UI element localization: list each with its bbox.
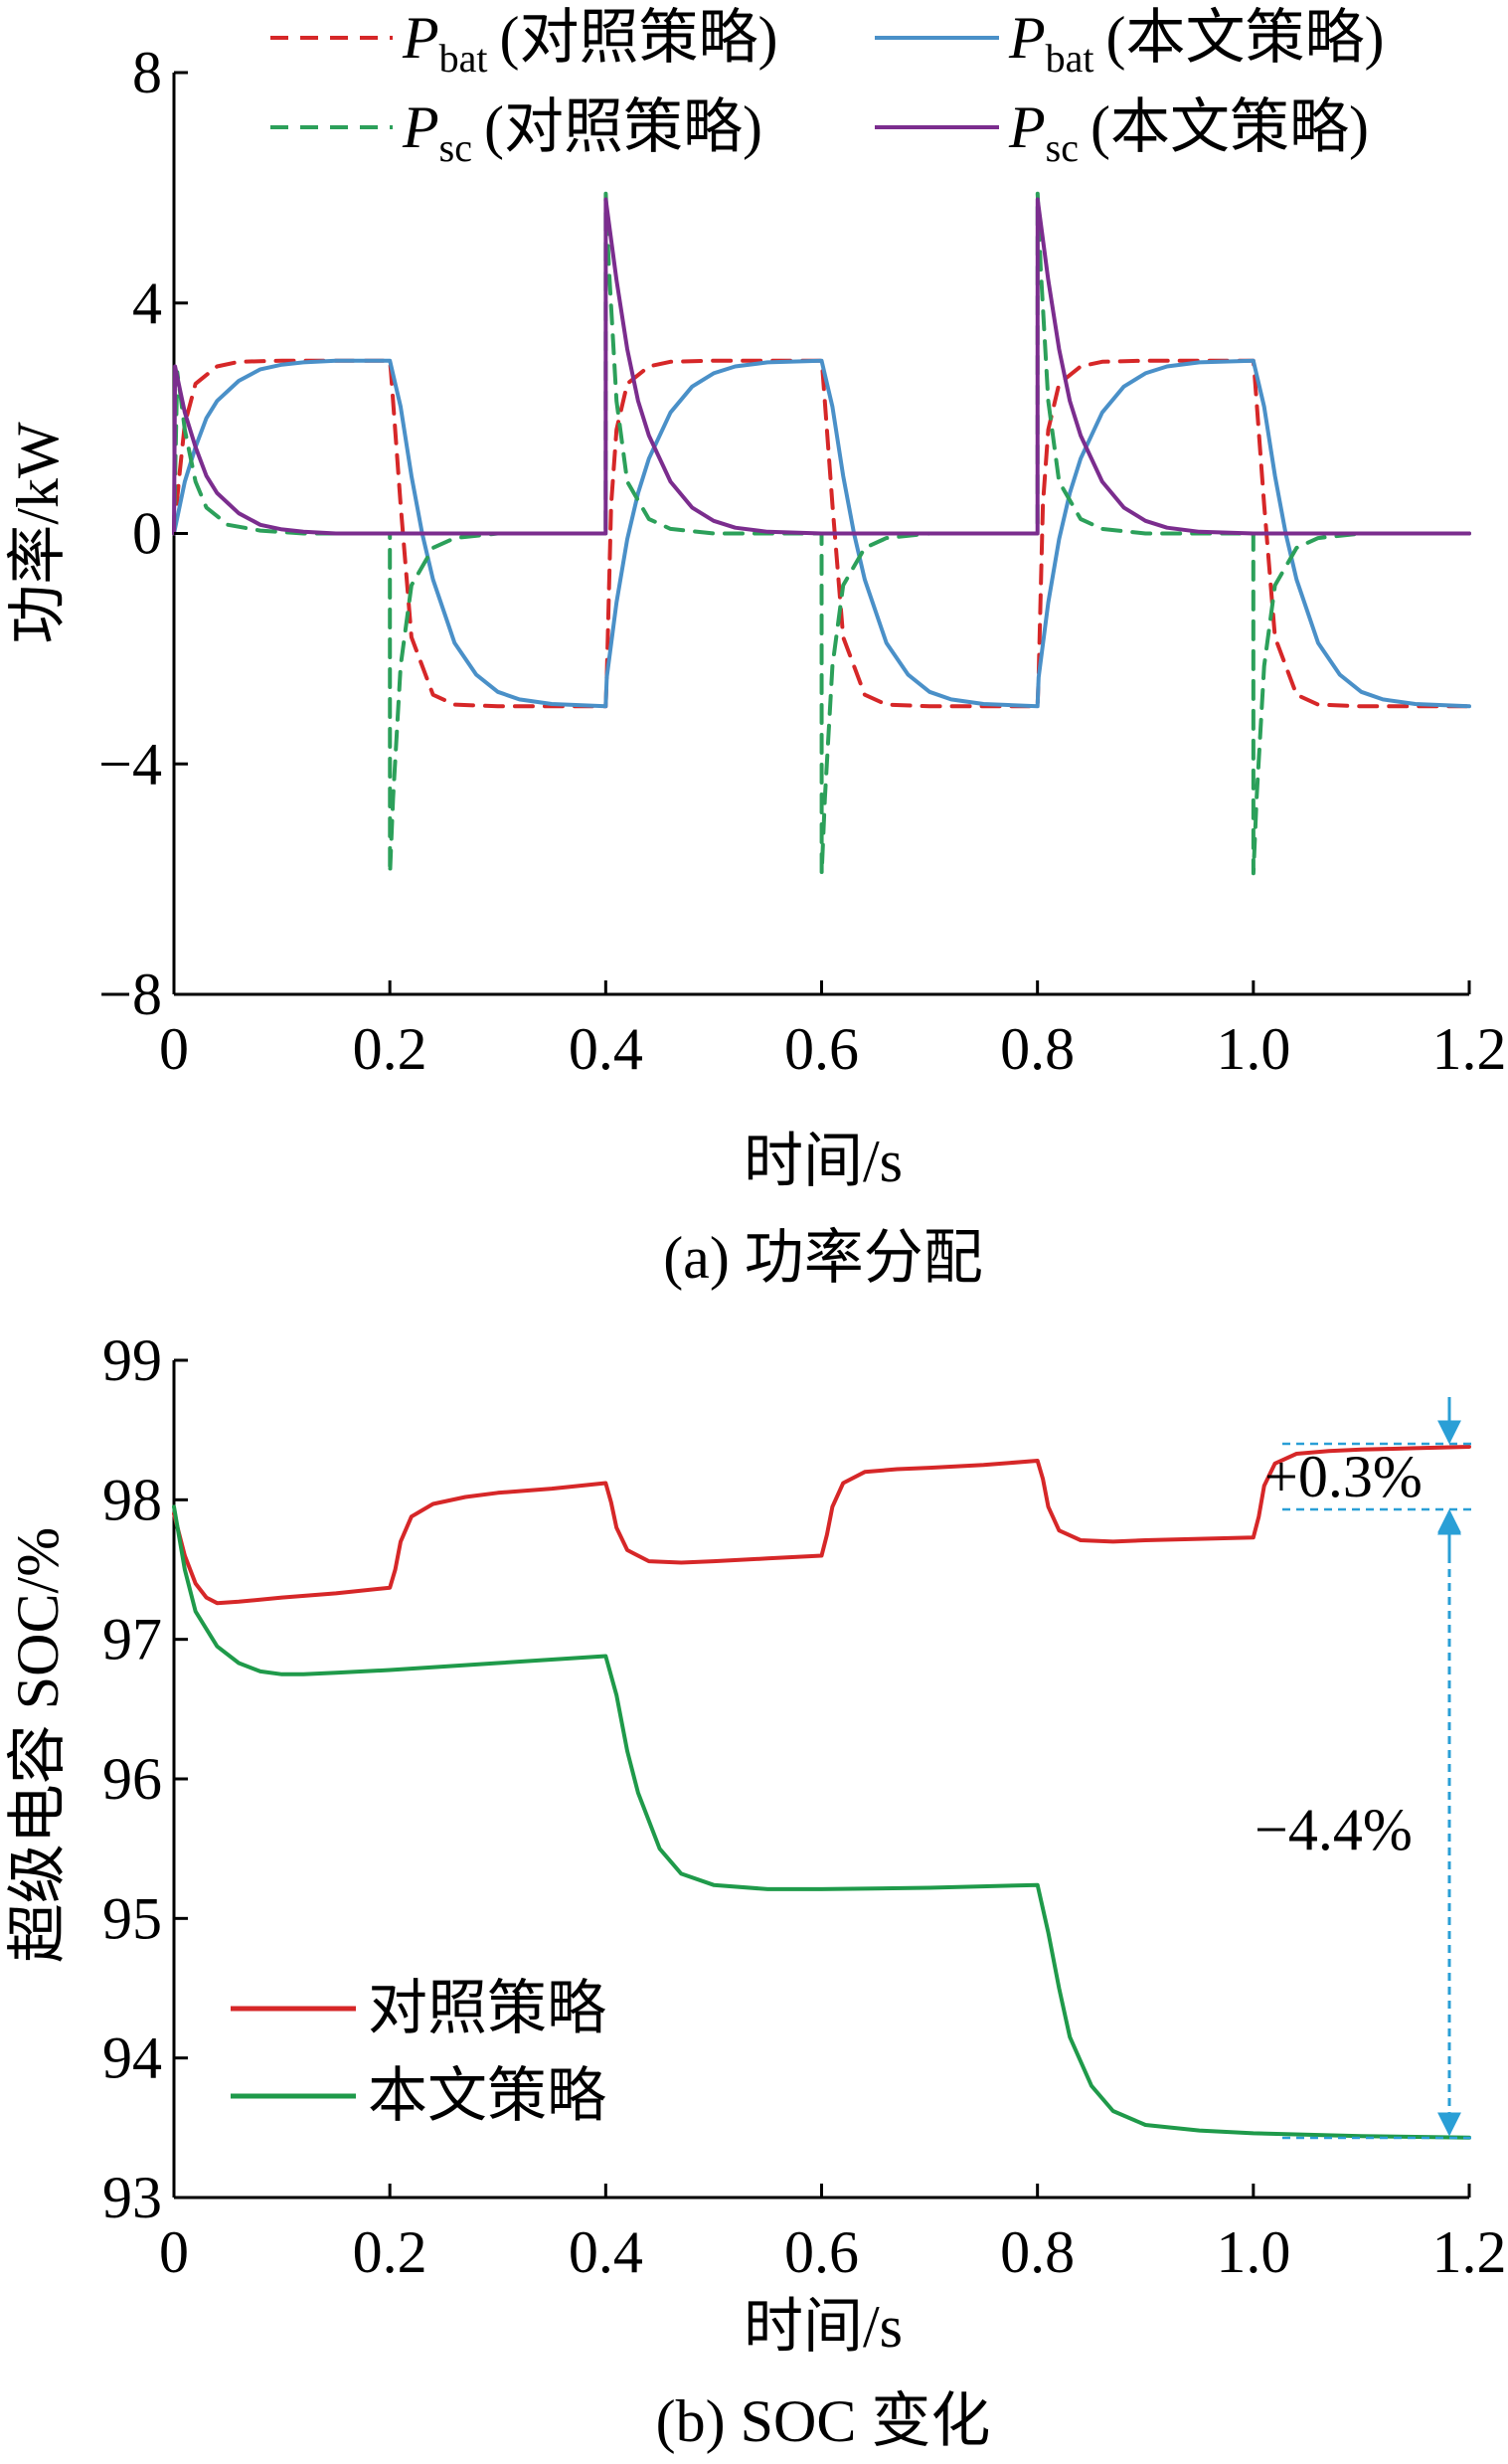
chart-b-ticks: 0 0.2 0.4 0.6 0.8 1.0 1.2 93 94 95 96 97 98 99 <box>102 1327 1507 2285</box>
series-line-psc-proposed <box>172 197 1471 536</box>
chart-a-x-axis-label: 时间/s <box>744 1129 903 1194</box>
chart-a-x-tick-label: 0.4 <box>569 1016 643 1082</box>
chart-a-x-tick-label: 1.0 <box>1216 1016 1290 1082</box>
chart-b-y-tick-label: 93 <box>102 2165 162 2230</box>
chart-a-y-tick-label: 0 <box>132 501 162 567</box>
chart-b-y-tick-label: 99 <box>102 1327 162 1393</box>
series-line-soc-proposed <box>172 1504 1471 2140</box>
power-distribution-chart: 0 0.2 0.4 0.6 0.8 1.0 1.2 −8 −4 0 4 8 时间/s 功率/kW (a… <box>5 5 1507 1291</box>
chart-b-annotations: +0.3% −4.4% <box>1255 1397 1471 2140</box>
chart-a-x-tick-label: 0.6 <box>784 1016 859 1082</box>
chart-b-y-tick-label: 96 <box>102 1746 162 1812</box>
chart-b-x-tick-label: 0.4 <box>569 2219 643 2285</box>
series-line-soc-compare <box>172 1445 1471 1606</box>
chart-b-y-axis-label: 超级电容 SOC/% <box>5 1527 71 1963</box>
chart-b-y-tick-label: 98 <box>102 1467 162 1532</box>
legend-label-psc-compare: Psc (对照策略) <box>402 94 762 170</box>
legend-label-psc-proposed: Psc (本文策略) <box>1008 94 1369 170</box>
chart-a-legend: Pbat (对照策略) Pbat (本文策略) Psc (对照策略) Psc (本文策略… <box>270 5 1385 170</box>
chart-b-x-tick-label: 1.0 <box>1216 2219 1290 2285</box>
chart-a-y-tick-label: −8 <box>98 962 162 1027</box>
legend-label-pbat-proposed: Pbat (本文策略) <box>1008 5 1385 81</box>
legend-label-soc-proposed: 本文策略 <box>368 2063 606 2129</box>
chart-a-x-tick-label: 0 <box>159 1016 189 1082</box>
legend-label-pbat-compare: Pbat (对照策略) <box>402 5 778 81</box>
soc-change-chart: 0 0.2 0.4 0.6 0.8 1.0 1.2 93 94 95 96 97 98 99 +0.3% … <box>5 1327 1507 2454</box>
chart-a-y-axis-label: 功率/kW <box>5 422 71 644</box>
chart-a-x-tick-label: 0.8 <box>1000 1016 1075 1082</box>
chart-b-caption: (b) SOC 变化 <box>656 2388 991 2454</box>
chart-a-y-tick-label: 8 <box>132 40 162 105</box>
chart-a-y-tick-label: 4 <box>132 270 162 336</box>
chart-a-series <box>172 191 1471 876</box>
chart-b-x-tick-label: 0 <box>159 2219 189 2285</box>
chart-b-y-tick-label: 94 <box>102 2025 162 2091</box>
chart-b-x-tick-label: 0.8 <box>1000 2219 1075 2285</box>
chart-a-ticks: 0 0.2 0.4 0.6 0.8 1.0 1.2 −8 −4 0 4 8 <box>98 40 1506 1082</box>
chart-b-x-tick-label: 1.2 <box>1432 2219 1507 2285</box>
chart-a-x-tick-label: 1.2 <box>1432 1016 1507 1082</box>
chart-a-y-tick-label: −4 <box>98 731 162 796</box>
chart-b-x-tick-label: 0.6 <box>784 2219 859 2285</box>
chart-b-x-axis-label: 时间/s <box>744 2294 903 2360</box>
series-line-pbat-proposed <box>172 358 1471 709</box>
annotation-minus-4-4: −4.4% <box>1255 1797 1413 1862</box>
chart-a-x-tick-label: 0.2 <box>353 1016 427 1082</box>
chart-b-x-tick-label: 0.2 <box>353 2219 427 2285</box>
chart-a-caption: (a) 功率分配 <box>663 1225 983 1291</box>
chart-b-series <box>172 1445 1471 2140</box>
chart-b-y-tick-label: 97 <box>102 1607 162 1672</box>
chart-b-legend: 对照策略 本文策略 <box>231 1976 606 2129</box>
chart-b-y-tick-label: 95 <box>102 1885 162 1951</box>
annotation-plus-0-3: +0.3% <box>1264 1444 1423 1509</box>
legend-label-soc-compare: 对照策略 <box>368 1976 606 2041</box>
